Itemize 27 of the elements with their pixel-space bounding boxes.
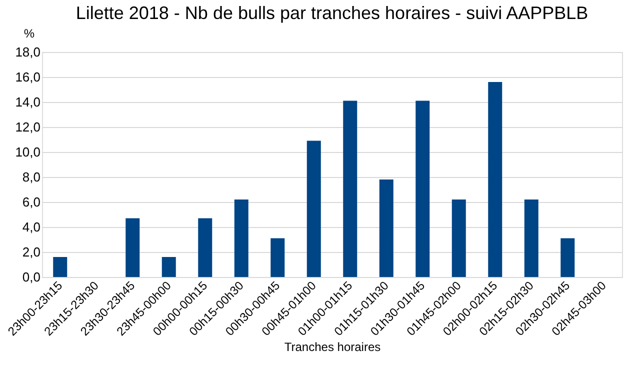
y-tick-label: 2,0 (22, 244, 40, 260)
y-tick-label: 18,0 (15, 44, 40, 60)
x-axis-title: Tranches horaires (284, 340, 381, 354)
bar (306, 140, 321, 277)
bar (234, 200, 248, 277)
bar (416, 100, 430, 277)
y-tick-label: 16,0 (15, 70, 40, 84)
bar (270, 238, 285, 277)
bar (198, 218, 212, 277)
y-axis-title: % (24, 26, 35, 40)
y-tick-label: 8,0 (22, 170, 40, 184)
chart-title: Lilette 2018 - Nb de bulls par tranches horaires - suivi AAPPBLB (76, 3, 588, 23)
bar (524, 200, 538, 277)
bar (126, 218, 140, 277)
y-tick-label: 12,0 (15, 120, 40, 134)
y-tick-label: 6,0 (22, 194, 40, 210)
y-tick-label: 10,0 (15, 144, 40, 160)
bar (162, 257, 176, 277)
bar (53, 257, 68, 277)
y-tick-label: 14,0 (15, 94, 40, 110)
bar (379, 180, 394, 277)
y-tick-label: 0,0 (22, 270, 40, 284)
bar (452, 200, 466, 277)
bar (560, 238, 575, 277)
bar (343, 100, 358, 277)
bar (488, 82, 502, 277)
y-tick-label: 4,0 (22, 220, 40, 234)
